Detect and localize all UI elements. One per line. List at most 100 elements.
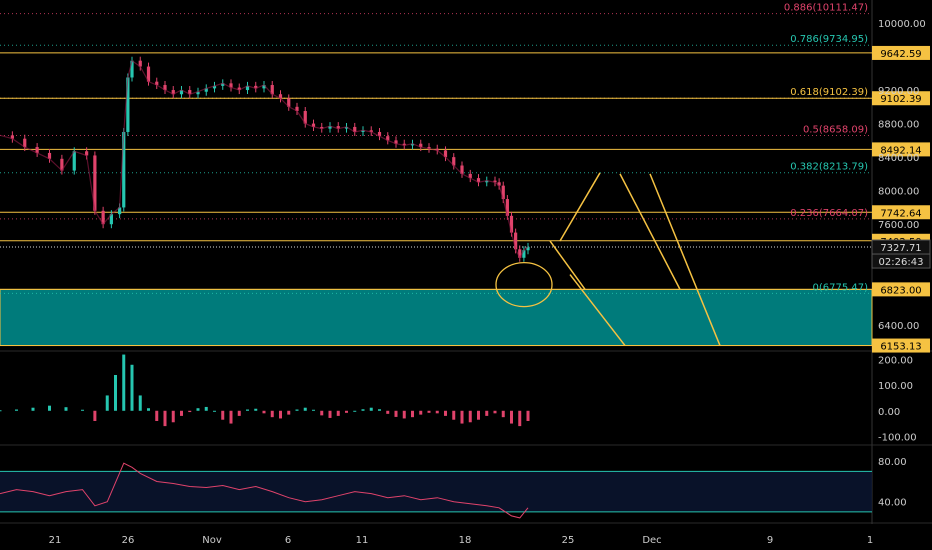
level-label: 7742.64 [880, 208, 921, 219]
price-candle [427, 147, 431, 149]
price-candle [60, 158, 64, 171]
histogram-bar [0, 410, 2, 412]
histogram-bar [163, 410, 167, 427]
countdown-label: 02:26:43 [879, 257, 924, 268]
histogram-bar [312, 409, 315, 411]
histogram-bar [477, 410, 480, 420]
hist-tick-label: 0.00 [878, 407, 900, 418]
time-tick-label: Nov [202, 535, 222, 546]
level-tag [872, 142, 930, 157]
price-candle [493, 180, 497, 183]
price-candle [204, 88, 208, 92]
histogram-bar [130, 364, 134, 411]
histogram-bar [279, 410, 282, 419]
price-candle [47, 152, 52, 159]
time-tick-label: 26 [122, 535, 135, 546]
price-candle [468, 173, 472, 179]
price-candle [518, 249, 522, 258]
price-candle [146, 66, 151, 82]
time-tick-label: 25 [562, 535, 575, 546]
price-tick-label: 10000.00 [878, 19, 926, 30]
histogram-bar [81, 409, 84, 411]
rsi-tick-label: 40.00 [878, 498, 907, 509]
price-candle [163, 85, 167, 91]
histogram-bar [105, 395, 109, 411]
histogram-bar [204, 406, 208, 411]
histogram-bar [526, 410, 530, 421]
rsi-line [0, 462, 529, 519]
price-candle [394, 140, 398, 144]
price-candle [419, 143, 423, 148]
histogram-bar [444, 410, 447, 416]
hist-tick-label: -100.00 [878, 432, 917, 443]
price-tick-label: 9200.00 [878, 86, 919, 97]
histogram-bar [196, 408, 200, 411]
price-candle [245, 85, 250, 91]
level-label: 6823.00 [880, 285, 921, 296]
histogram-bar [501, 410, 505, 418]
projection-arrow [559, 172, 601, 242]
histogram-bar [15, 409, 18, 411]
price-tick-label: 6400.00 [878, 321, 919, 332]
histogram-bar [328, 410, 332, 418]
price-tick-label: 8400.00 [878, 153, 919, 164]
histogram-bar [518, 410, 522, 427]
fib-label: 0.886(10111.47) [784, 3, 868, 14]
histogram-bar [221, 410, 225, 420]
fib-levels: 0.886(10111.47) 0.786(9734.95) 0.618(9102.… [0, 3, 872, 294]
rsi-tick-label: 80.00 [878, 457, 907, 468]
time-tick-label: 9 [767, 535, 773, 546]
support-zone [0, 288, 873, 347]
price-candle [386, 136, 390, 141]
price-candle [501, 185, 505, 200]
time-tick-label: 1 [867, 535, 873, 546]
level-label: 6153.13 [880, 342, 921, 353]
price-candle [171, 90, 175, 95]
price-candle [460, 165, 464, 174]
time-tick-label: 6 [285, 535, 291, 546]
price-candle [476, 178, 481, 183]
histogram-bar [386, 410, 390, 414]
price-candle [410, 143, 415, 146]
price-candle [377, 131, 382, 137]
projection-arrow [619, 173, 681, 290]
price-candle [311, 123, 316, 127]
histogram-bar [468, 410, 472, 423]
price-candle [109, 214, 113, 225]
histogram-pane [0, 354, 530, 427]
price-candle [254, 85, 258, 89]
countdown-tag [871, 253, 931, 269]
price-candle [497, 182, 501, 186]
price-candle [126, 77, 130, 132]
price-candle [369, 130, 373, 132]
histogram-bar [361, 409, 365, 411]
histogram-bar [93, 410, 97, 421]
histogram-bar [122, 354, 126, 411]
price-candle [122, 131, 126, 208]
histogram-bar [180, 410, 183, 416]
price-candle [278, 94, 283, 99]
time-tick-label: 21 [49, 535, 62, 546]
histogram-bar [320, 410, 324, 416]
price-line [0, 59, 529, 260]
price-candle [303, 111, 307, 124]
level-tag [872, 45, 930, 60]
level-tag [872, 338, 930, 353]
price-candle [336, 126, 340, 129]
price-candle [188, 90, 192, 95]
histogram-bar [64, 407, 68, 411]
histogram-bar [493, 410, 497, 414]
time-tick-label: Dec [642, 535, 661, 546]
histogram-bar [155, 410, 159, 421]
price-candle [320, 126, 324, 129]
histogram-bar [48, 405, 51, 411]
price-candle [10, 135, 14, 139]
hist-tick-label: 100.00 [878, 381, 913, 392]
price-candle [118, 207, 122, 215]
current-price-label: 7327.71 [880, 243, 921, 254]
drawing-arrows [495, 172, 721, 347]
price-candle [221, 83, 225, 86]
histogram-bar [237, 410, 241, 416]
histogram-bar [485, 410, 489, 416]
